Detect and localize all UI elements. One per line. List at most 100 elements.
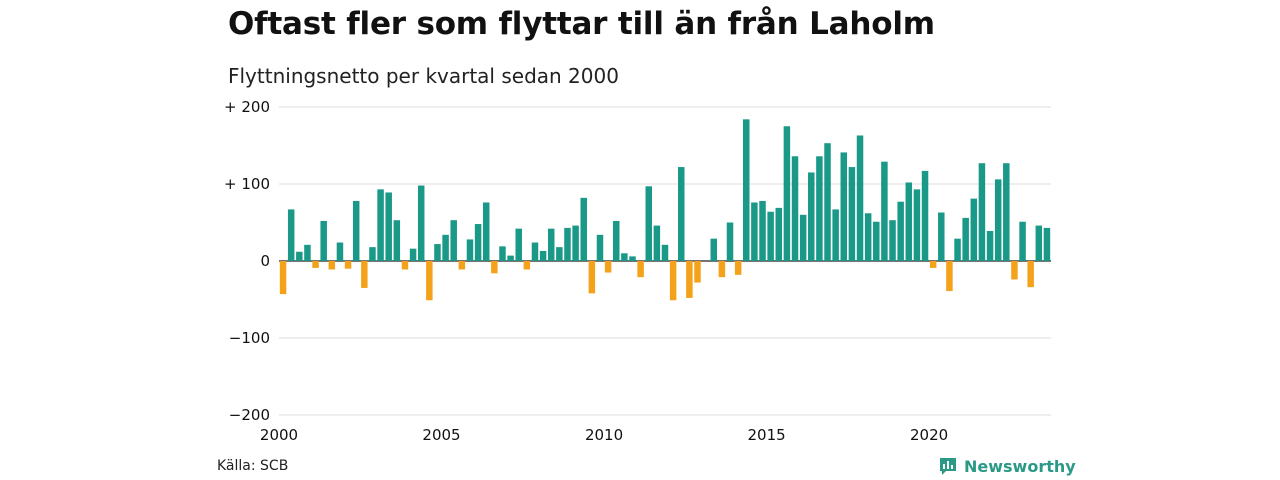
chart-subtitle: Flyttningsnetto per kvartal sedan 2000 bbox=[228, 64, 619, 88]
bar-positive bbox=[320, 220, 327, 261]
bar-positive bbox=[336, 242, 344, 261]
bar-positive bbox=[352, 200, 360, 261]
bar-negative bbox=[1011, 261, 1018, 280]
bar-positive bbox=[678, 167, 685, 261]
bar-positive bbox=[970, 198, 978, 261]
bar-positive bbox=[580, 197, 587, 261]
bar-negative bbox=[604, 261, 612, 273]
bar-positive bbox=[629, 256, 636, 261]
newsworthy-logo[interactable]: Newsworthy bbox=[938, 456, 1076, 476]
bar-positive bbox=[499, 246, 506, 261]
bar-positive bbox=[848, 167, 856, 261]
bar-positive bbox=[531, 242, 539, 261]
x-tick-label: 2015 bbox=[747, 426, 785, 444]
bar-positive bbox=[653, 225, 661, 261]
y-tick-label: + 100 bbox=[224, 175, 270, 193]
bar-positive bbox=[864, 213, 872, 261]
bar-positive bbox=[938, 212, 945, 261]
bar-negative bbox=[361, 261, 368, 288]
bar-positive bbox=[1003, 163, 1010, 261]
bar-positive bbox=[564, 227, 571, 261]
bar-positive bbox=[783, 126, 791, 261]
bar-positive bbox=[572, 225, 579, 261]
newsworthy-logo-icon bbox=[940, 458, 956, 475]
bar-positive bbox=[897, 201, 904, 261]
bar-positive bbox=[791, 156, 799, 261]
bar-positive bbox=[645, 186, 652, 261]
bar-negative bbox=[312, 261, 319, 268]
bar-negative bbox=[458, 261, 466, 270]
bar-positive bbox=[539, 250, 547, 261]
bar-negative bbox=[426, 261, 433, 301]
bar-positive bbox=[661, 244, 669, 261]
bar-positive bbox=[816, 156, 823, 261]
bar-negative bbox=[588, 261, 596, 294]
bar-positive bbox=[873, 221, 880, 261]
bar-positive bbox=[596, 234, 604, 261]
bar-negative bbox=[734, 261, 742, 275]
bar-positive bbox=[482, 202, 490, 261]
bar-positive bbox=[921, 170, 929, 261]
brand-name: Newsworthy bbox=[964, 456, 1076, 476]
bar-negative bbox=[929, 261, 937, 268]
bar-positive bbox=[474, 224, 482, 261]
bar-positive bbox=[856, 135, 864, 261]
bar-positive bbox=[393, 220, 401, 261]
bar-positive bbox=[775, 207, 783, 261]
y-tick-label: + 200 bbox=[224, 98, 270, 116]
bar-negative bbox=[344, 261, 352, 269]
bar-negative bbox=[279, 261, 287, 295]
bar-positive bbox=[612, 220, 620, 261]
bar-positive bbox=[840, 152, 848, 261]
bar-positive bbox=[994, 179, 1002, 261]
bar-negative bbox=[669, 261, 677, 301]
bar-positive bbox=[442, 234, 449, 261]
bar-positive bbox=[296, 251, 303, 261]
bar-negative bbox=[694, 261, 701, 283]
y-axis-ticks: + 200 + 100 0 −100 −200 bbox=[224, 98, 270, 424]
x-tick-label: 2005 bbox=[422, 426, 460, 444]
x-tick-label: 2010 bbox=[585, 426, 623, 444]
bar-positive bbox=[450, 220, 457, 261]
bar-negative bbox=[401, 261, 409, 270]
bar-positive bbox=[621, 253, 628, 261]
bar-positive bbox=[881, 161, 888, 261]
bar-positive bbox=[1019, 221, 1026, 261]
bar-negative bbox=[637, 261, 644, 278]
bar-positive bbox=[799, 214, 807, 261]
bar-positive bbox=[889, 220, 896, 261]
x-axis-ticks: 2000 2005 2010 2015 2020 bbox=[260, 426, 948, 444]
bar-positive bbox=[369, 247, 376, 261]
y-tick-label: −100 bbox=[229, 329, 270, 347]
bar-positive bbox=[1035, 225, 1043, 261]
bar-positive bbox=[743, 119, 750, 261]
bar-negative bbox=[328, 261, 336, 270]
bar-positive bbox=[547, 228, 555, 261]
y-tick-label: 0 bbox=[260, 252, 270, 270]
bar-positive bbox=[417, 185, 425, 261]
bar-positive bbox=[409, 248, 417, 261]
bar-positive bbox=[824, 143, 831, 261]
bar-negative bbox=[946, 261, 953, 292]
bar-positive bbox=[710, 238, 718, 261]
x-tick-label: 2000 bbox=[260, 426, 298, 444]
x-tick-label: 2020 bbox=[910, 426, 948, 444]
bar-positive bbox=[377, 189, 384, 261]
y-tick-label: −200 bbox=[229, 406, 270, 424]
bar-positive bbox=[434, 244, 441, 261]
bar-negative bbox=[718, 261, 726, 278]
bar-positive bbox=[913, 189, 921, 261]
bar-positive bbox=[962, 217, 969, 261]
bar-positive bbox=[556, 247, 563, 261]
bar-positive bbox=[515, 228, 522, 261]
bar-positive bbox=[978, 163, 986, 261]
bar-positive bbox=[287, 209, 295, 261]
bar-negative bbox=[686, 261, 693, 298]
bar-positive bbox=[726, 222, 734, 261]
bar-positive bbox=[466, 239, 474, 261]
bar-positive bbox=[986, 230, 994, 261]
bar-positive bbox=[507, 255, 514, 261]
bar-positive bbox=[767, 211, 774, 261]
bar-positive bbox=[808, 172, 815, 261]
